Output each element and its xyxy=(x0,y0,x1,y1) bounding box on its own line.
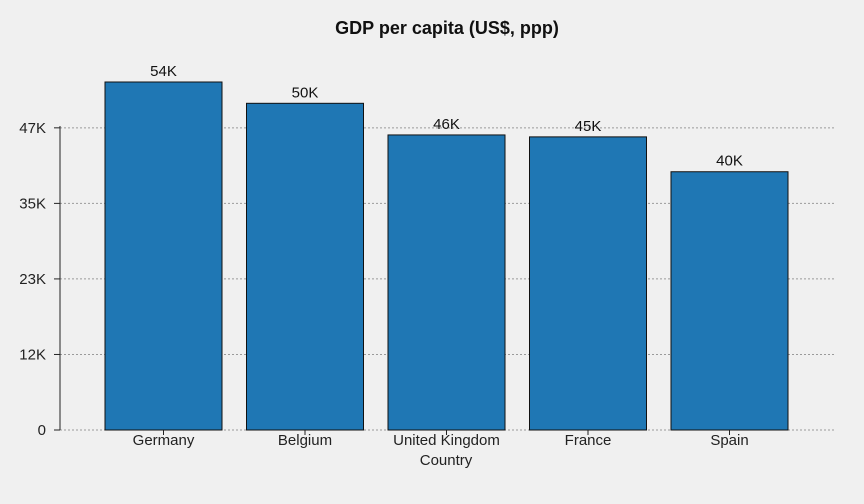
y-tick-label: 23K xyxy=(19,271,46,288)
bar-value-label: 45K xyxy=(575,118,602,135)
bar xyxy=(246,102,364,431)
bar xyxy=(387,134,506,431)
x-tick-label: Spain xyxy=(710,432,748,449)
y-tick-label: 0 xyxy=(38,422,46,439)
y-tick-label: 35K xyxy=(19,195,46,212)
bar-value-label: 46K xyxy=(433,116,460,133)
y-tick-label: 12K xyxy=(19,346,46,363)
x-axis-label: Country xyxy=(419,452,473,469)
bar xyxy=(670,171,789,431)
bar-value-label: 50K xyxy=(292,84,319,101)
bar xyxy=(529,136,647,431)
x-tick-label: Belgium xyxy=(278,432,332,449)
bar-value-label: 54K xyxy=(150,63,177,80)
x-tick-label: France xyxy=(565,432,612,449)
chart-title: GDP per capita (US$, ppp) xyxy=(335,18,559,38)
x-tick-label: United Kingdom xyxy=(393,432,500,449)
x-tick-label: Germany xyxy=(133,432,195,449)
bar-value-label: 40K xyxy=(716,153,743,170)
y-tick-label: 47K xyxy=(19,120,46,137)
bar xyxy=(104,81,223,431)
